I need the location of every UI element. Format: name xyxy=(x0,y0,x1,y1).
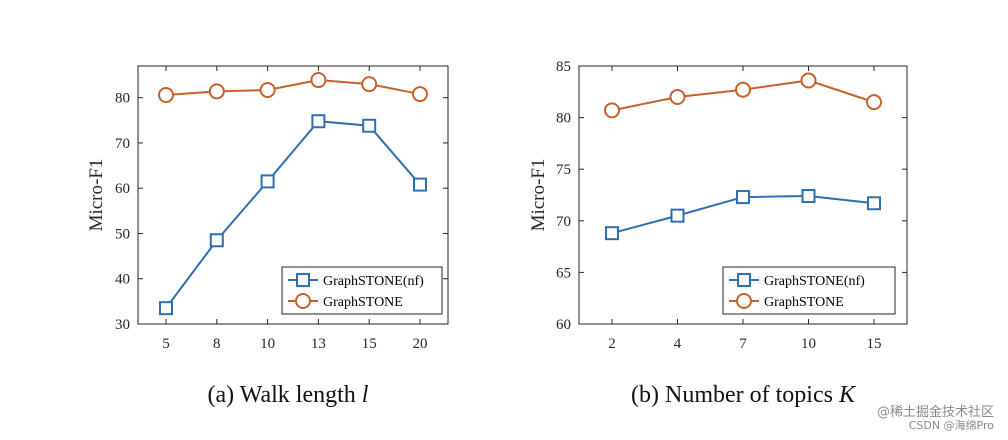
x-tick-label: 8 xyxy=(213,336,221,352)
x-tick-label: 10 xyxy=(260,336,275,352)
y-tick-label: 70 xyxy=(115,136,130,152)
legend-box xyxy=(722,266,896,315)
y-tick-label: 75 xyxy=(556,162,571,178)
data-point-circle xyxy=(361,76,378,93)
data-point-square xyxy=(362,118,377,133)
data-point-circle xyxy=(158,86,174,103)
y-tick-label: 50 xyxy=(115,226,130,242)
data-point-square xyxy=(801,189,816,204)
data-point-square xyxy=(867,196,881,211)
data-point-circle xyxy=(735,81,751,98)
chart-a: 30 40 50 60 70 80 5 8 10 13 15 20 Micro-F1 GraphSTONE… xyxy=(86,65,449,408)
data-point-circle xyxy=(866,94,882,111)
y-tick-label: 30 xyxy=(115,317,130,333)
data-point-circle xyxy=(669,88,686,105)
data-point-circle xyxy=(412,86,428,103)
series-line xyxy=(165,79,421,96)
axes-box xyxy=(137,65,449,325)
watermark-line1: @稀土掘金技术社区 xyxy=(876,404,994,420)
y-tick-label: 60 xyxy=(556,317,571,333)
x-tick-label: 4 xyxy=(674,336,682,352)
data-point-square xyxy=(209,233,224,248)
y-tick-label: 70 xyxy=(556,214,571,230)
x-tick-label: 10 xyxy=(801,336,816,352)
legend-marker-square xyxy=(296,273,310,287)
chart-b: 60 65 70 75 80 85 2 4 7 10 15 Micro-F1 GraphSTONE(nf… xyxy=(528,59,908,408)
y-tick-label: 65 xyxy=(556,265,571,281)
y-tick-label: 85 xyxy=(556,59,571,75)
legend-marker-circle xyxy=(736,293,752,309)
watermark-line2: CSDN @海绵Pro xyxy=(908,418,994,432)
legend-label: GraphSTONE xyxy=(764,295,844,310)
x-tick-label: 15 xyxy=(362,336,377,352)
caption-variable: K xyxy=(838,382,857,408)
series-line xyxy=(165,120,421,309)
caption-text: Number of topics xyxy=(665,382,839,408)
caption-prefix: (a) xyxy=(208,382,240,408)
data-point-circle xyxy=(208,83,225,100)
legend-label: GraphSTONE(nf) xyxy=(323,274,424,289)
data-point-circle xyxy=(604,102,620,119)
x-tick-label: 15 xyxy=(867,336,882,352)
y-tick-label: 40 xyxy=(115,272,130,288)
chart-caption: (b) Number of topics K xyxy=(631,382,857,408)
caption-text: Walk length xyxy=(240,382,362,408)
legend-label: GraphSTONE xyxy=(323,295,403,310)
legend-label: GraphSTONE(nf) xyxy=(764,274,865,289)
y-tick-label: 80 xyxy=(556,111,571,127)
x-tick-label: 7 xyxy=(739,336,747,352)
data-point-square xyxy=(159,301,173,316)
data-point-circle xyxy=(259,81,276,98)
chart-caption: (a) Walk length l xyxy=(208,382,369,408)
x-tick-label: 13 xyxy=(311,336,326,352)
y-tick-label: 60 xyxy=(115,181,130,197)
y-axis-label: Micro-F1 xyxy=(86,159,107,232)
data-point-square xyxy=(413,177,427,192)
x-tick-label: 5 xyxy=(162,336,170,352)
data-point-square xyxy=(736,190,750,205)
x-tick-label: 20 xyxy=(413,336,428,352)
y-tick-label: 80 xyxy=(115,91,130,107)
data-point-square xyxy=(311,114,326,129)
watermark: @稀土掘金技术社区 CSDN @海绵Pro xyxy=(876,404,994,432)
data-point-square xyxy=(670,208,685,223)
legend-marker-square xyxy=(737,273,751,287)
x-tick-label: 2 xyxy=(608,336,616,352)
data-point-circle xyxy=(310,72,327,89)
caption-variable: l xyxy=(362,382,369,408)
data-point-square xyxy=(260,174,275,189)
data-point-square xyxy=(605,226,619,241)
caption-prefix: (b) xyxy=(631,382,665,408)
data-point-circle xyxy=(800,72,817,89)
legend-marker-circle xyxy=(295,293,311,309)
y-axis-label: Micro-F1 xyxy=(528,159,549,232)
